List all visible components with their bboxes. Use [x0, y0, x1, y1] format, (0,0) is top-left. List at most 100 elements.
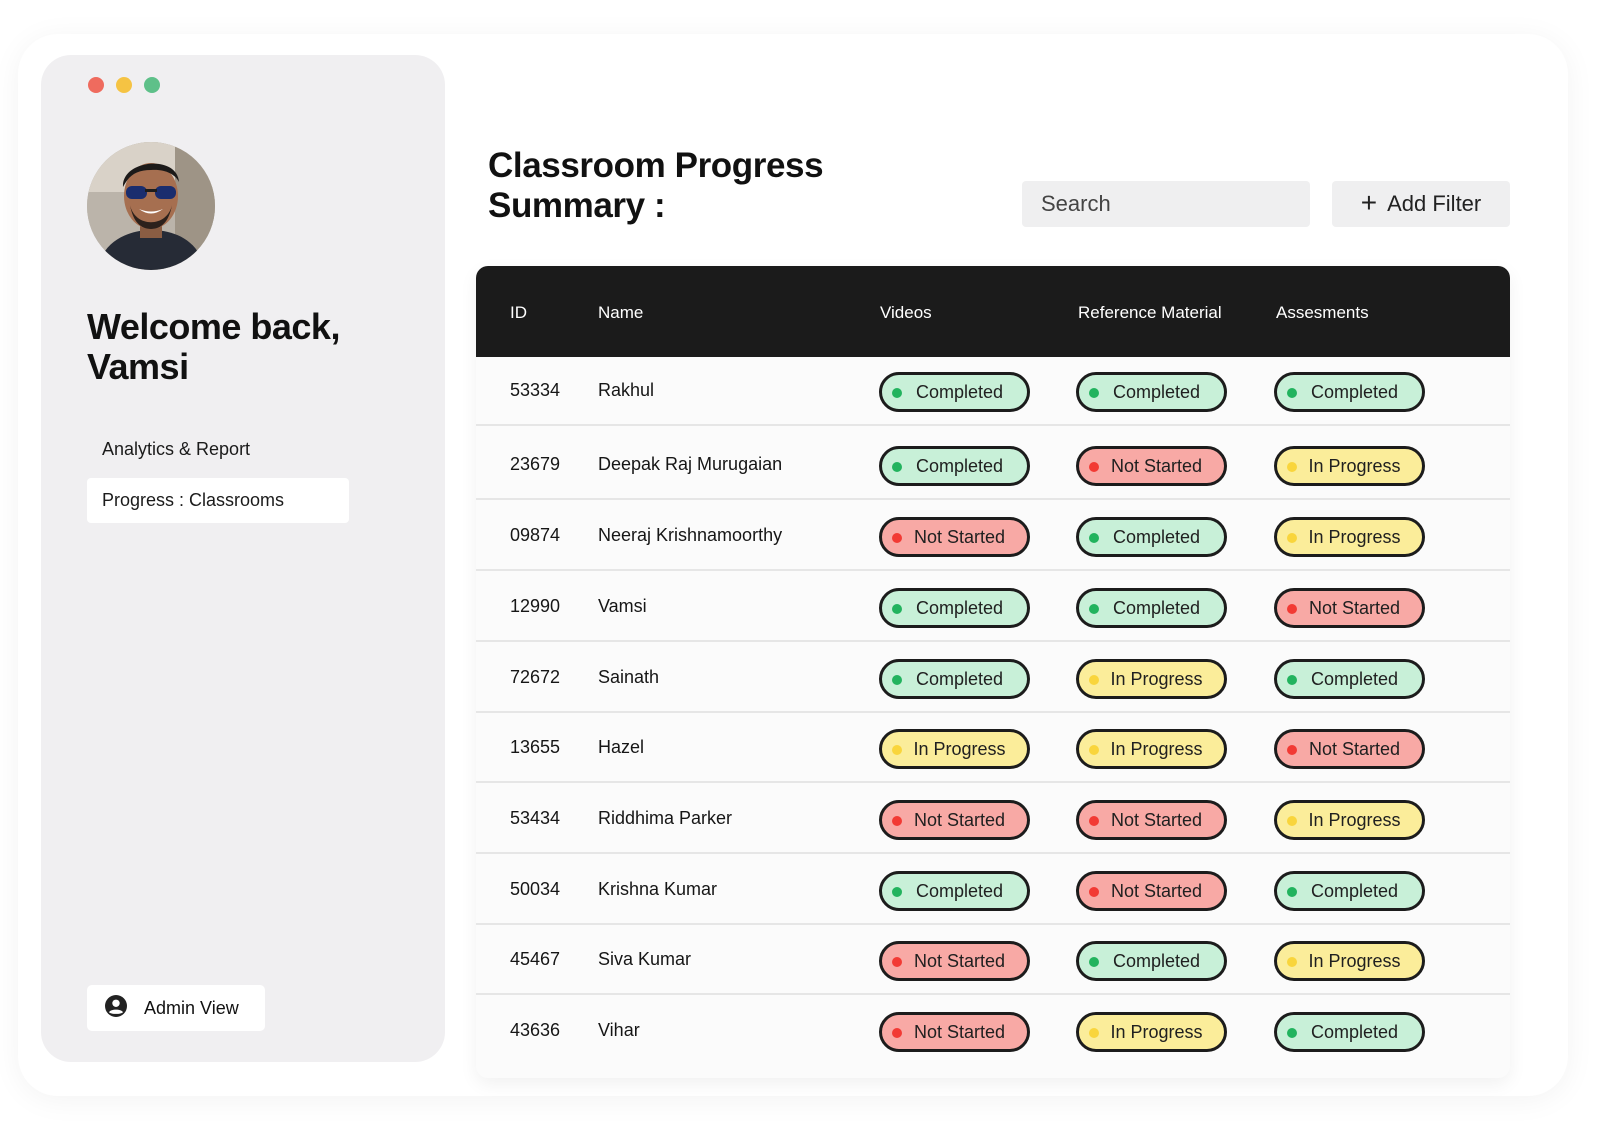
row-name: Sainath — [598, 667, 660, 687]
videos-status-badge: Not Started — [879, 941, 1030, 981]
status-label: In Progress — [913, 738, 1006, 759]
status-dot-icon — [892, 533, 902, 543]
videos-status-badge: Completed — [879, 588, 1030, 628]
status-dot-icon — [1089, 388, 1099, 398]
table-row[interactable]: 45467 Siva Kumar Not Started Completed In Pr… — [476, 925, 1510, 995]
add-filter-button[interactable]: + Add Filter — [1332, 181, 1510, 227]
close-window-button[interactable] — [88, 77, 104, 93]
videos-status-badge: Not Started — [879, 800, 1030, 840]
status-dot-icon — [1089, 957, 1099, 967]
assessments-status-badge: In Progress — [1274, 800, 1425, 840]
row-name: Hazel — [598, 737, 645, 757]
status-dot-icon — [1287, 957, 1297, 967]
assessments-status-badge: Completed — [1274, 1012, 1425, 1052]
videos-status-badge: Completed — [879, 372, 1030, 412]
nav-item-progress-classrooms[interactable]: Progress : Classrooms — [87, 478, 349, 523]
search-input[interactable] — [1022, 181, 1310, 227]
videos-status-badge: Completed — [879, 659, 1030, 699]
add-filter-label: Add Filter — [1387, 191, 1482, 216]
videos-status-badge: Completed — [879, 446, 1030, 486]
status-label: Completed — [915, 381, 1004, 402]
column-header-name[interactable]: Name — [598, 303, 644, 322]
table-row[interactable]: 09874 Neeraj Krishnamoorthy Not Started Com… — [476, 501, 1510, 571]
assessments-status-badge: In Progress — [1274, 941, 1425, 981]
status-dot-icon — [892, 957, 902, 967]
table-row[interactable]: 23679 Deepak Raj Murugaian Completed Not St… — [476, 430, 1510, 500]
status-dot-icon — [1089, 675, 1099, 685]
status-dot-icon — [1287, 816, 1297, 826]
row-name: Neeraj Krishnamoorthy — [598, 525, 783, 545]
status-label: In Progress — [1308, 455, 1401, 476]
table-row[interactable]: 53434 Riddhima Parker Not Started Not Start… — [476, 784, 1510, 854]
status-label: Not Started — [1110, 809, 1203, 830]
column-header-videos[interactable]: Videos — [880, 303, 932, 322]
status-label: Not Started — [913, 1021, 1006, 1042]
status-dot-icon — [892, 462, 902, 472]
table-row[interactable]: 12990 Vamsi Completed Completed Not Started — [476, 572, 1510, 642]
row-name: Siva Kumar — [598, 949, 692, 969]
status-dot-icon — [892, 604, 902, 614]
status-dot-icon — [1089, 745, 1099, 755]
reference-status-badge: Not Started — [1076, 800, 1227, 840]
status-dot-icon — [892, 1028, 902, 1038]
status-dot-icon — [1089, 462, 1099, 472]
table-row[interactable]: 72672 Sainath Completed In Progress Complete… — [476, 643, 1510, 713]
status-label: Completed — [1112, 597, 1201, 618]
status-label: In Progress — [1110, 668, 1203, 689]
row-name: Krishna Kumar — [598, 879, 718, 899]
row-name: Riddhima Parker — [598, 808, 733, 828]
status-label: Completed — [1310, 381, 1399, 402]
status-dot-icon — [892, 745, 902, 755]
maximize-window-button[interactable] — [144, 77, 160, 93]
nav-item-analytics-report[interactable]: Analytics & Report — [102, 439, 251, 459]
status-dot-icon — [1287, 462, 1297, 472]
status-dot-icon — [1287, 604, 1297, 614]
status-label: In Progress — [1110, 738, 1203, 759]
row-id: 53334 — [510, 380, 561, 400]
status-dot-icon — [892, 816, 902, 826]
assessments-status-badge: In Progress — [1274, 517, 1425, 557]
user-circle-icon — [104, 994, 128, 1023]
welcome-message: Welcome back, Vamsi — [87, 306, 340, 387]
row-id: 12990 — [510, 596, 561, 616]
page-title: Classroom Progress Summary : — [488, 146, 824, 225]
status-dot-icon — [892, 675, 902, 685]
plus-icon: + — [1360, 186, 1378, 218]
minimize-window-button[interactable] — [116, 77, 132, 93]
row-id: 09874 — [510, 525, 561, 545]
table-row[interactable]: 53334 Rakhul Completed Completed Completed — [476, 356, 1510, 426]
videos-status-badge: In Progress — [879, 729, 1030, 769]
reference-status-badge: In Progress — [1076, 659, 1227, 699]
progress-table: ID Name Videos Reference Material Assesm… — [476, 266, 1510, 1078]
assessments-status-badge: In Progress — [1274, 446, 1425, 486]
column-header-reference-material[interactable]: Reference Material — [1078, 303, 1222, 322]
table-row[interactable]: 13655 Hazel In Progress In Progress Not Star… — [476, 713, 1510, 783]
row-name: Vihar — [598, 1020, 640, 1040]
status-label: Not Started — [913, 809, 1006, 830]
status-label: Completed — [1112, 526, 1201, 547]
row-id: 45467 — [510, 949, 561, 969]
window-controls — [88, 77, 160, 93]
table-row[interactable]: 50034 Krishna Kumar Completed Not Started Co… — [476, 855, 1510, 925]
table-header: ID Name Videos Reference Material Assesm… — [476, 266, 1510, 357]
row-id: 53434 — [510, 808, 561, 828]
column-header-id[interactable]: ID — [510, 303, 527, 322]
row-id: 43636 — [510, 1020, 561, 1040]
status-dot-icon — [892, 388, 902, 398]
table-row[interactable]: 43636 Vihar Not Started In Progress Complete… — [476, 996, 1510, 1066]
admin-view-button[interactable]: Admin View — [87, 985, 265, 1031]
status-label: Not Started — [1110, 455, 1203, 476]
status-label: In Progress — [1110, 1021, 1203, 1042]
status-label: Not Started — [1110, 880, 1203, 901]
reference-status-badge: Completed — [1076, 941, 1227, 981]
status-label: Completed — [915, 455, 1004, 476]
reference-status-badge: Not Started — [1076, 871, 1227, 911]
row-id: 13655 — [510, 737, 561, 757]
column-header-assessments[interactable]: Assesments — [1276, 303, 1369, 322]
row-id: 23679 — [510, 454, 561, 474]
row-name: Deepak Raj Murugaian — [598, 454, 783, 474]
row-id: 50034 — [510, 879, 561, 899]
status-dot-icon — [1287, 887, 1297, 897]
status-label: Not Started — [1308, 597, 1401, 618]
status-dot-icon — [1089, 533, 1099, 543]
